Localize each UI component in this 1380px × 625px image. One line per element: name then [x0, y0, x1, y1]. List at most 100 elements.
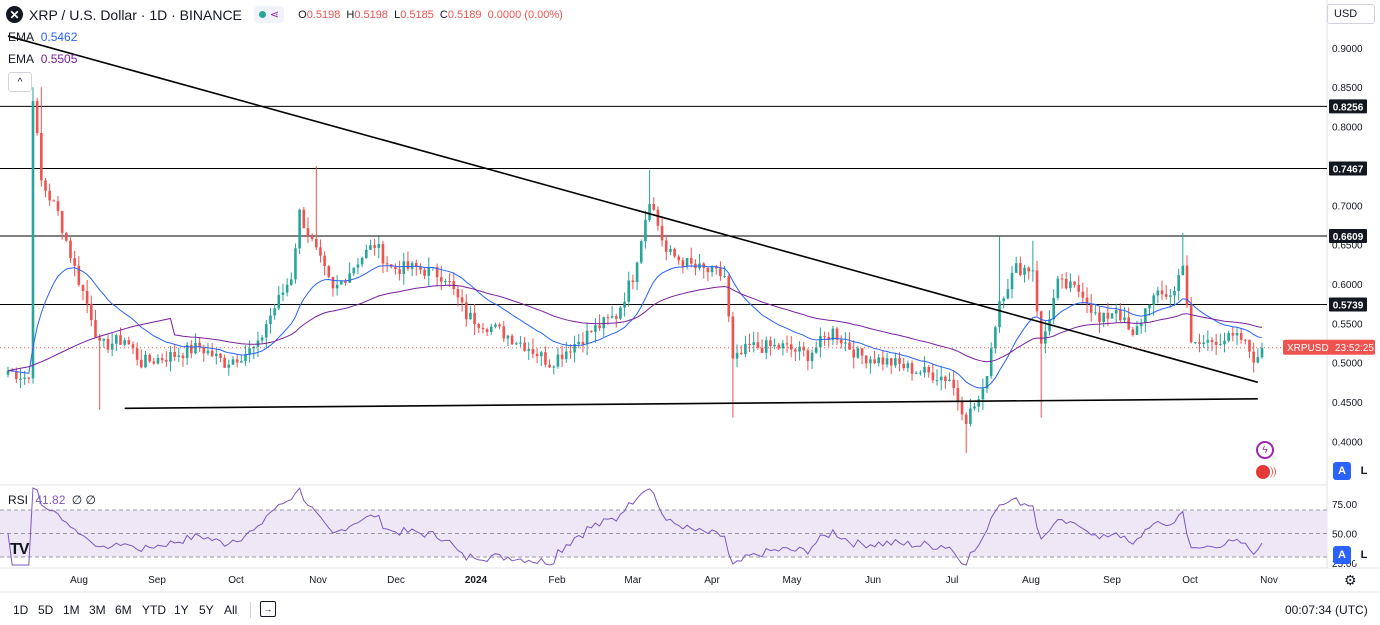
candle-body: [1027, 267, 1030, 272]
candle-body: [723, 276, 726, 278]
timeframe-button-5d[interactable]: 5D: [38, 603, 54, 617]
alert-icon[interactable]: ϟ: [1256, 441, 1274, 459]
candle-body: [69, 240, 72, 259]
candle-body: [1085, 297, 1089, 304]
timeframe-button-all[interactable]: All: [224, 603, 238, 617]
timeframe-button-3m[interactable]: 3M: [89, 603, 106, 617]
timeframe-button-1m[interactable]: 1M: [63, 603, 80, 617]
candle-body: [31, 101, 35, 379]
candle-body: [285, 284, 289, 293]
candle-body: [569, 351, 572, 353]
date-range-icon[interactable]: →: [260, 601, 276, 617]
candle-body: [1206, 340, 1210, 343]
chevron-up-icon: ^: [17, 76, 23, 88]
candle-body: [1119, 310, 1122, 321]
candle-body: [339, 280, 343, 285]
rsi-line[interactable]: [7, 487, 1263, 566]
candle-body: [1227, 333, 1230, 341]
status-indicator[interactable]: ⋖: [253, 6, 285, 23]
candle-body: [952, 379, 956, 389]
rsi-auto-scale-button[interactable]: A: [1333, 546, 1351, 564]
rsi-log-scale-button[interactable]: L: [1355, 546, 1373, 564]
candle-body: [102, 338, 106, 341]
candle-body: [269, 315, 272, 325]
symbol-title[interactable]: XRP / U.S. Dollar · 1D · BINANCE: [29, 6, 242, 23]
gear-icon[interactable]: ⚙: [1344, 572, 1357, 588]
candle-body: [1160, 290, 1164, 295]
candle-body: [656, 209, 660, 226]
candle-body: [564, 351, 568, 360]
candle-body: [539, 352, 543, 357]
candle-body: [381, 244, 385, 264]
candle-body: [798, 346, 801, 352]
candle-body: [648, 204, 651, 220]
candle-body: [523, 342, 526, 351]
candle-body: [90, 303, 93, 321]
candle-body: [1248, 339, 1251, 352]
candle-body: [360, 257, 364, 265]
timeframe-button-1y[interactable]: 1Y: [174, 603, 189, 617]
candle-body: [914, 372, 918, 374]
candle-body: [944, 376, 947, 381]
candle-body: [335, 284, 339, 289]
price-tick-label: 0.5500: [1332, 319, 1363, 330]
economic-events-icon[interactable]: [1254, 463, 1278, 481]
current-price-badge: [1283, 339, 1375, 355]
timeframe-button-6m[interactable]: 6M: [115, 603, 132, 617]
candle-body: [1077, 284, 1080, 292]
time-tick-label: Oct: [228, 575, 244, 586]
candle-body: [427, 267, 431, 276]
candle-body: [1169, 295, 1172, 297]
tradingview-logo[interactable]: TV: [10, 541, 29, 558]
candle-body: [131, 344, 135, 349]
timeframe-button-5y[interactable]: 5Y: [199, 603, 214, 617]
candle-body: [823, 336, 826, 338]
candle-body: [248, 348, 251, 355]
currency-selector[interactable]: USD: [1327, 4, 1375, 24]
symbol-logo-icon: ✕: [6, 6, 23, 23]
ema-slow-line[interactable]: [7, 284, 1263, 372]
log-scale-button[interactable]: L: [1355, 462, 1373, 480]
candle-body: [298, 209, 301, 249]
candle-body: [1256, 357, 1260, 363]
candle-body: [364, 249, 368, 258]
trendline[interactable]: [7, 35, 1259, 384]
candle-body: [989, 348, 993, 377]
candle-body: [1189, 305, 1193, 343]
candle-body: [135, 348, 139, 360]
candle-body: [1148, 304, 1151, 309]
clock-display[interactable]: 00:07:34 (UTC): [1285, 603, 1368, 617]
candle-body: [664, 240, 668, 252]
candle-body: [264, 324, 268, 338]
candle-body: [1164, 294, 1168, 297]
candle-body: [464, 302, 468, 320]
candle-body: [777, 344, 781, 349]
ema-slow-legend[interactable]: EMA 0.5505: [8, 52, 78, 66]
candle-body: [123, 340, 126, 345]
candle-body: [606, 317, 610, 319]
candle-body: [244, 354, 247, 362]
candle-body: [752, 342, 756, 345]
rsi-legend[interactable]: RSI 41.82 ∅ ∅: [8, 493, 96, 507]
price-level-badge: [1329, 229, 1367, 244]
rsi-tick-label: 75.00: [1332, 500, 1357, 511]
price-level-label: 0.6609: [1333, 232, 1364, 243]
ema-fast-line[interactable]: [8, 265, 1263, 389]
candle-body: [864, 355, 868, 364]
candle-body: [373, 245, 376, 248]
candle-body: [352, 267, 356, 274]
candle-body: [281, 292, 285, 295]
timeframe-button-1d[interactable]: 1D: [13, 603, 29, 617]
timeframe-button-ytd[interactable]: YTD: [142, 603, 166, 617]
auto-scale-button[interactable]: A: [1333, 462, 1351, 480]
candle-body: [1106, 312, 1110, 319]
ema-fast-legend[interactable]: EMA 0.5462: [8, 30, 78, 44]
candle-body: [1019, 263, 1022, 275]
time-tick-label: Nov: [1260, 575, 1278, 586]
candle-body: [756, 342, 760, 348]
collapse-legend-button[interactable]: ^: [8, 72, 32, 92]
candle-body: [839, 339, 843, 344]
rsi-value: 41.82: [35, 493, 66, 507]
trendline[interactable]: [124, 398, 1258, 410]
